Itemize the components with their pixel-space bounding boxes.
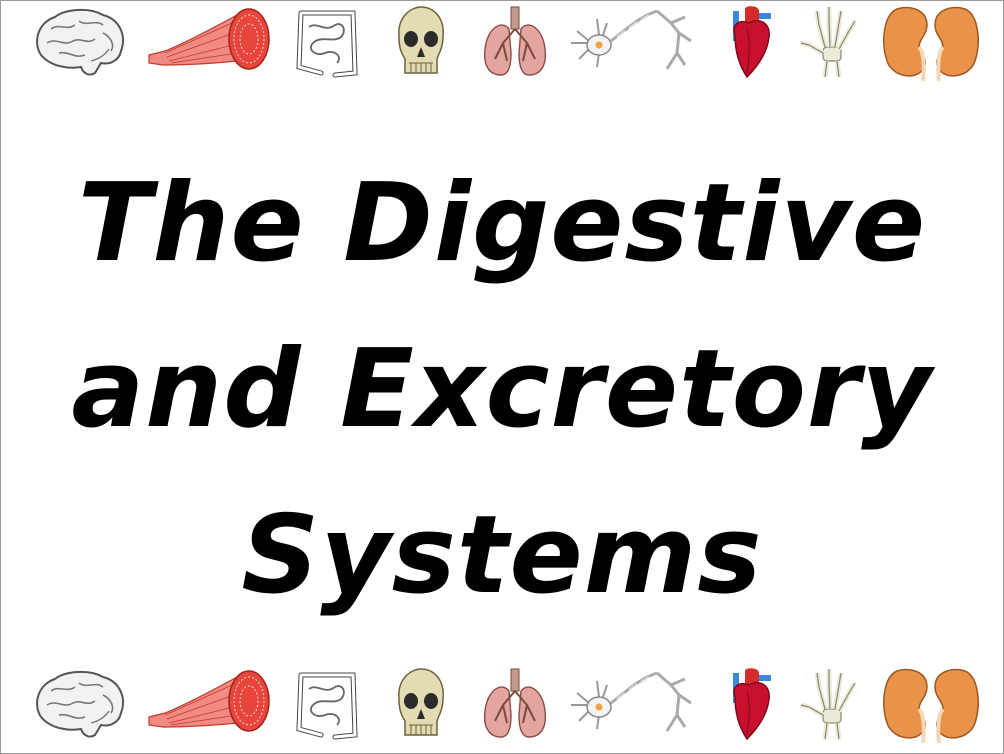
kidneys-icon bbox=[883, 6, 979, 82]
kidneys-icon bbox=[883, 668, 979, 744]
lungs-icon bbox=[483, 668, 547, 738]
lungs-icon bbox=[483, 6, 547, 76]
title-line-1: The Digestive bbox=[77, 161, 927, 286]
organ-row-bottom bbox=[1, 665, 1003, 745]
muscle-icon bbox=[148, 670, 270, 732]
organ-row-top bbox=[1, 3, 1003, 83]
slide-title: The Digestive and Excretory Systems bbox=[1, 141, 1003, 639]
brain-icon bbox=[36, 671, 124, 738]
skull-icon bbox=[398, 668, 444, 736]
neuron-icon bbox=[571, 671, 692, 732]
skull-icon bbox=[398, 6, 444, 74]
hand-bones-icon bbox=[800, 669, 858, 740]
intestine-icon bbox=[296, 10, 358, 78]
intestine-icon bbox=[296, 672, 358, 740]
muscle-icon bbox=[148, 8, 270, 70]
hand-bones-icon bbox=[800, 7, 858, 78]
brain-icon bbox=[36, 9, 124, 76]
heart-icon bbox=[733, 668, 771, 741]
title-line-2: and Excretory bbox=[71, 327, 933, 452]
title-line-3: Systems bbox=[241, 493, 763, 618]
heart-icon bbox=[733, 6, 771, 79]
neuron-icon bbox=[571, 9, 692, 70]
